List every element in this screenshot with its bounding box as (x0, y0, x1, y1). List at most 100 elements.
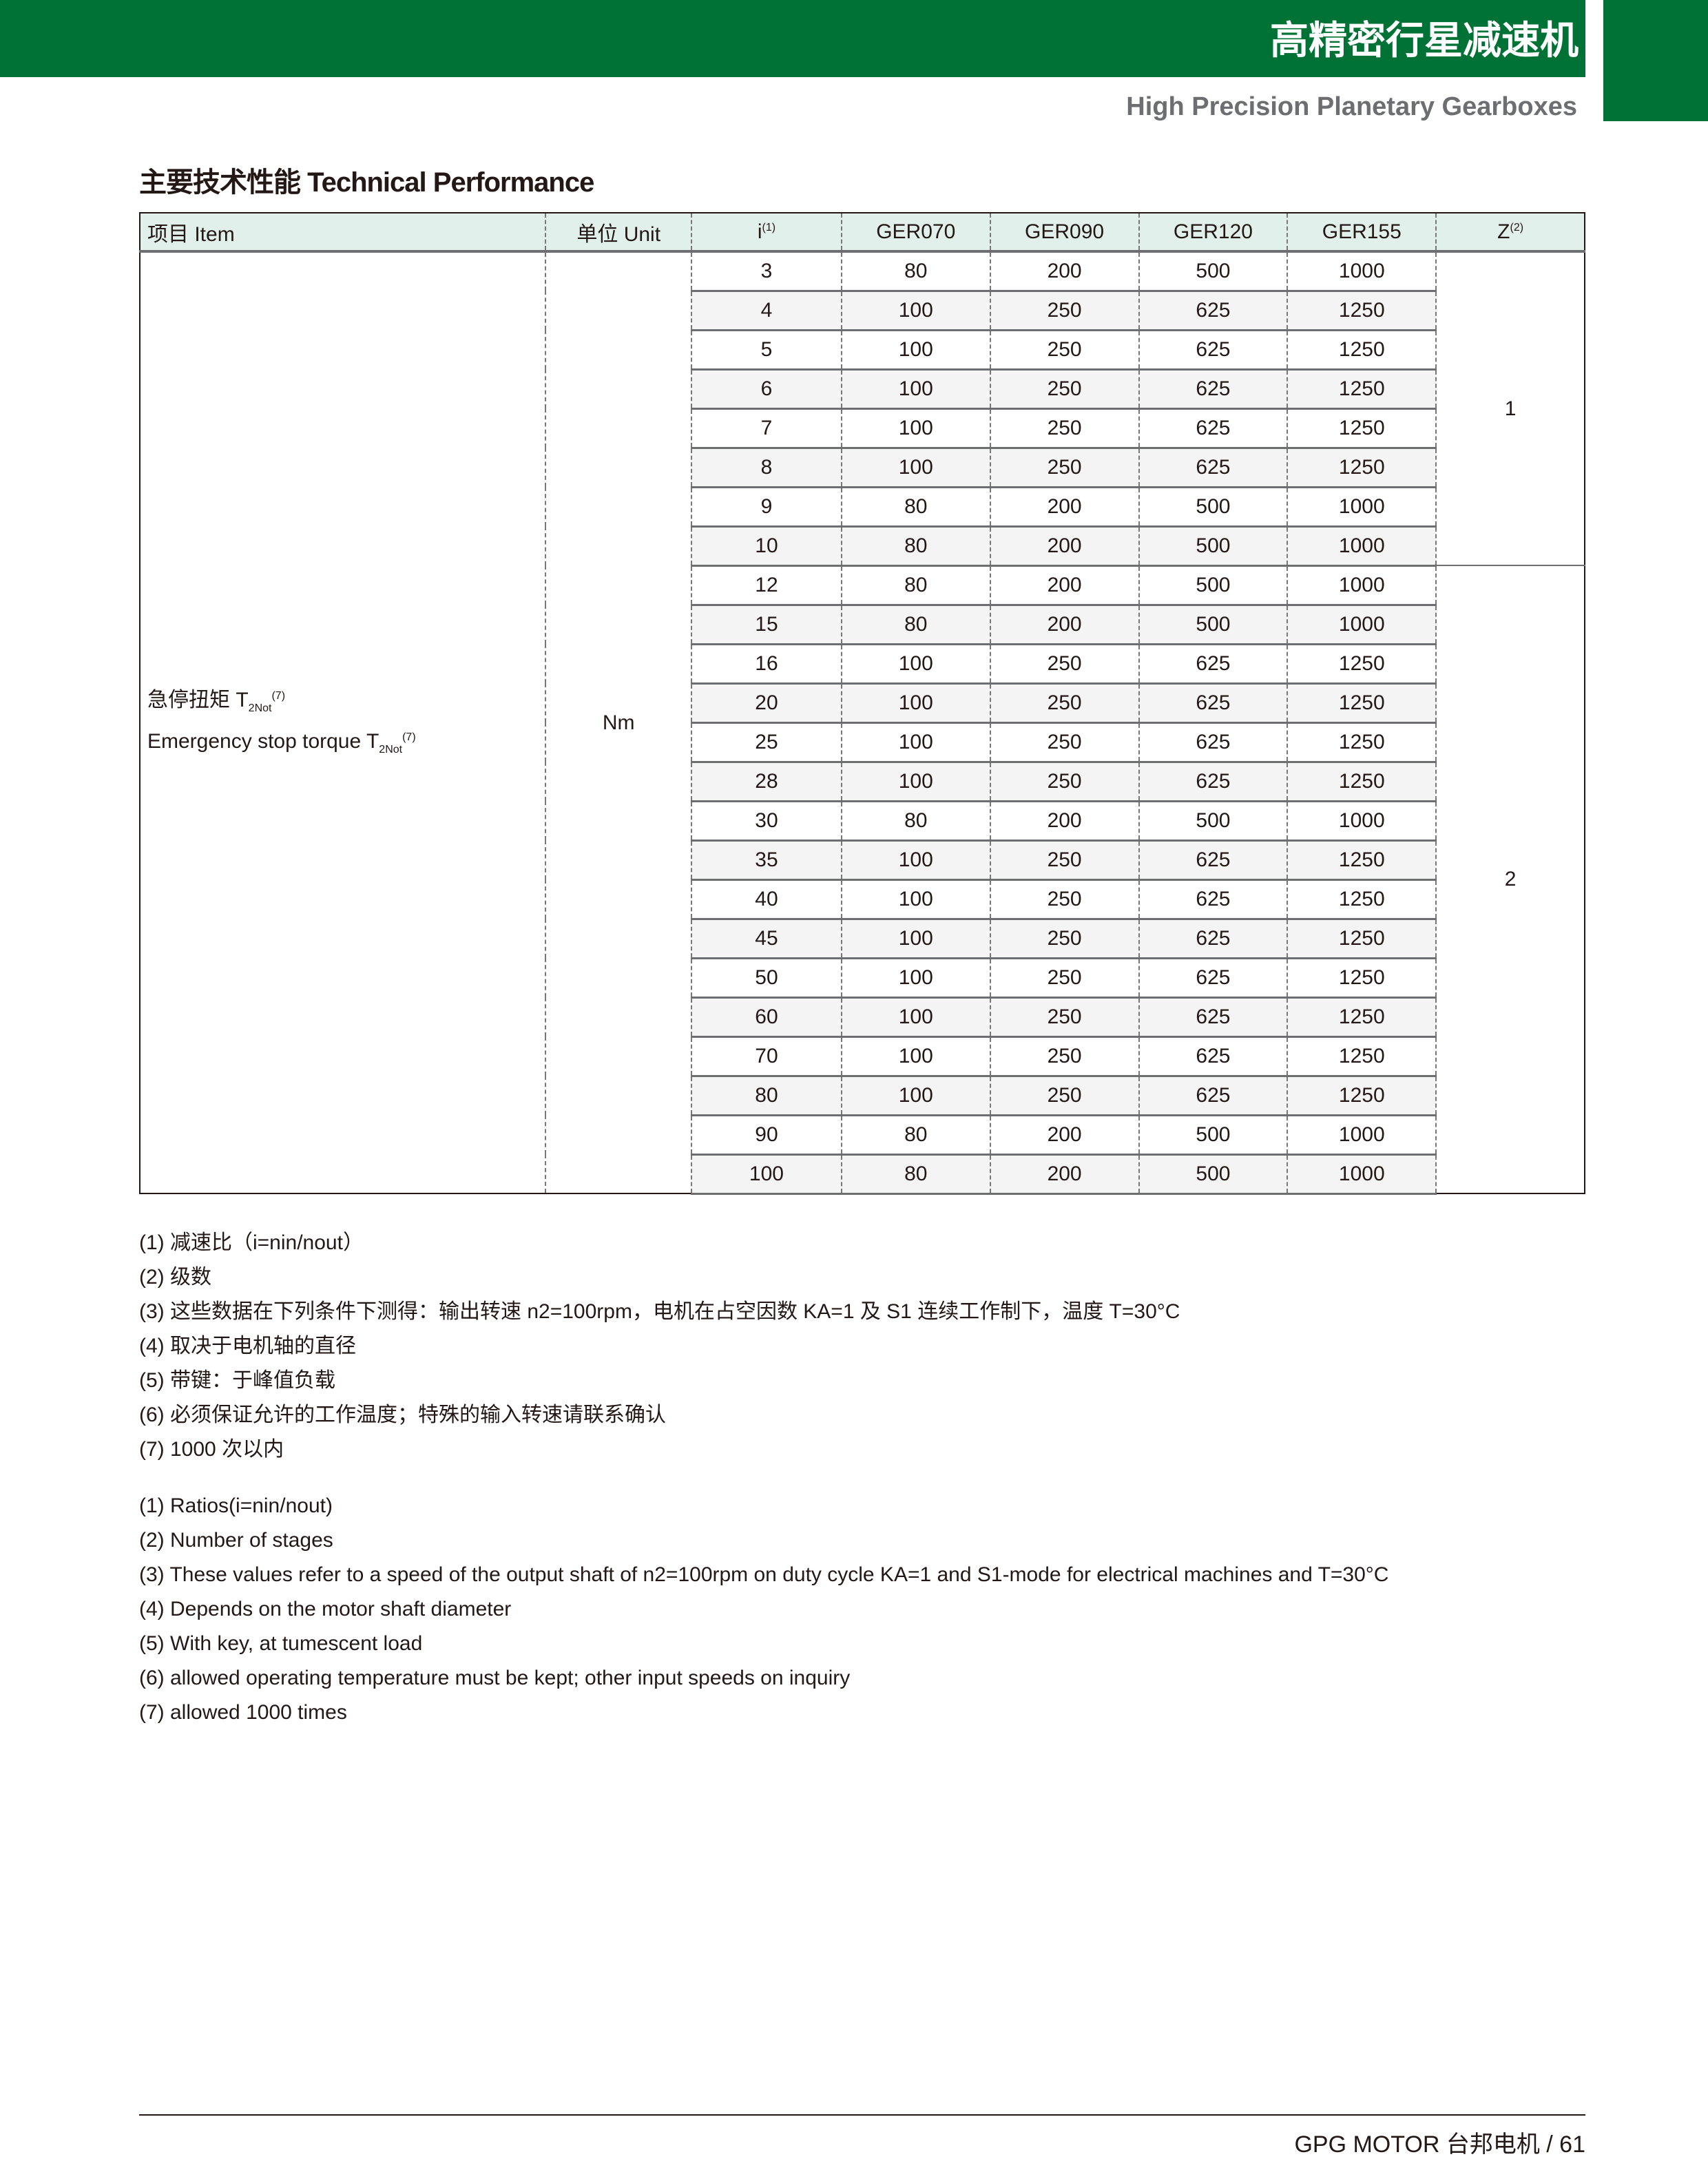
performance-table: 项目 Item 单位 Unit i(1) GER070 GER090 GER12… (139, 212, 1585, 1195)
torque-cell: 250 (989, 879, 1139, 920)
torque-cell: 625 (1138, 919, 1288, 959)
torque-cell: 100 (840, 762, 990, 802)
torque-cell: 625 (1138, 879, 1288, 920)
ratio-cell: 28 (691, 762, 842, 802)
torque-cell: 200 (989, 251, 1139, 292)
header-banner (0, 0, 1585, 77)
footnote-en: (1) Ratios(i=nin/nout) (139, 1494, 333, 1517)
table-row: 25 100 250 625 1250 (140, 722, 1585, 763)
ratio-cell: 4 (691, 291, 842, 331)
torque-cell: 100 (840, 683, 990, 724)
torque-cell: 100 (840, 369, 990, 410)
torque-cell: 625 (1138, 722, 1288, 763)
ratio-cell: 50 (691, 958, 842, 999)
torque-cell: 1250 (1287, 330, 1437, 371)
ratio-cell: 10 (691, 526, 842, 567)
table-row: 12 80 200 500 1000 2 (140, 565, 1585, 1193)
torque-cell: 250 (989, 958, 1139, 999)
torque-cell: 80 (840, 801, 990, 842)
stages-cell: 1 (1435, 251, 1585, 566)
torque-cell: 500 (1138, 605, 1288, 645)
torque-cell: 100 (840, 1036, 990, 1077)
torque-cell: 100 (840, 722, 990, 763)
table-row: 90 80 200 500 1000 (140, 1115, 1585, 1156)
torque-cell: 100 (840, 448, 990, 488)
torque-cell: 1000 (1287, 1154, 1437, 1195)
torque-cell: 250 (989, 369, 1139, 410)
header-ger120: GER120 (1138, 213, 1288, 253)
ratio-cell: 15 (691, 605, 842, 645)
torque-cell: 500 (1138, 526, 1288, 567)
footnote-en: (5) With key, at tumescent load (139, 1632, 423, 1655)
ratio-cell: 20 (691, 683, 842, 724)
footnote-cn: (2) 级数 (139, 1266, 211, 1289)
torque-cell: 250 (989, 919, 1139, 959)
table-row: 50 100 250 625 1250 (140, 958, 1585, 999)
footnote-en: (6) allowed operating temperature must b… (139, 1667, 851, 1689)
torque-cell: 200 (989, 526, 1139, 567)
torque-cell: 250 (989, 722, 1139, 763)
header-item: 项目 Item (140, 213, 546, 253)
ratio-cell: 9 (691, 487, 842, 528)
header-unit: 单位 Unit (545, 213, 692, 253)
torque-cell: 625 (1138, 1036, 1288, 1077)
ratio-cell: 40 (691, 879, 842, 920)
torque-cell: 80 (840, 251, 990, 292)
table-row: 急停扭矩 T2Not(7) Emergency stop torque T2Not… (140, 251, 1585, 1193)
torque-cell: 625 (1138, 369, 1288, 410)
torque-cell: 100 (840, 1076, 990, 1116)
header-ger070: GER070 (840, 213, 990, 253)
item-label-cn: 急停扭矩 T2Not(7) (147, 682, 545, 723)
torque-cell: 250 (989, 644, 1139, 685)
torque-cell: 1250 (1287, 683, 1437, 724)
torque-cell: 1250 (1287, 369, 1437, 410)
ratio-cell: 100 (691, 1154, 842, 1195)
torque-cell: 80 (840, 565, 990, 606)
torque-cell: 250 (989, 683, 1139, 724)
torque-cell: 100 (840, 919, 990, 959)
ratio-cell: 30 (691, 801, 842, 842)
ratio-cell: 70 (691, 1036, 842, 1077)
table-row: 16 100 250 625 1250 (140, 644, 1585, 685)
item-label-en: Emergency stop torque T2Not(7) (147, 723, 545, 764)
ratio-cell: 7 (691, 408, 842, 449)
torque-cell: 1250 (1287, 762, 1437, 802)
torque-cell: 250 (989, 330, 1139, 371)
torque-cell: 80 (840, 605, 990, 645)
table-row: 40 100 250 625 1250 (140, 879, 1585, 920)
torque-cell: 1000 (1287, 565, 1437, 606)
header-ger090: GER090 (989, 213, 1139, 253)
footnote-cn: (4) 取决于电机轴的直径 (139, 1335, 356, 1357)
page-title-cn: 高精密行星减速机 (1270, 19, 1579, 63)
ratio-cell: 80 (691, 1076, 842, 1116)
table-row: 9 80 200 500 1000 (140, 487, 1585, 528)
torque-cell: 1250 (1287, 448, 1437, 488)
torque-cell: 625 (1138, 958, 1288, 999)
torque-cell: 500 (1138, 1154, 1288, 1195)
stages-cell: 2 (1435, 565, 1585, 1193)
unit-cell: Nm (545, 251, 692, 1193)
ratio-cell: 60 (691, 997, 842, 1038)
footnote-en: (4) Depends on the motor shaft diameter (139, 1598, 512, 1620)
torque-cell: 100 (840, 840, 990, 881)
torque-cell: 500 (1138, 801, 1288, 842)
torque-cell: 250 (989, 408, 1139, 449)
table-row: 60 100 250 625 1250 (140, 997, 1585, 1038)
table-row: 35 100 250 625 1250 (140, 840, 1585, 881)
ratio-cell: 35 (691, 840, 842, 881)
footnote-cn: (6) 必须保证允许的工作温度；特殊的输入转速请联系确认 (139, 1404, 666, 1426)
torque-cell: 200 (989, 801, 1139, 842)
torque-cell: 1000 (1287, 605, 1437, 645)
table-row: 28 100 250 625 1250 (140, 762, 1585, 802)
torque-cell: 625 (1138, 997, 1288, 1038)
torque-cell: 1250 (1287, 644, 1437, 685)
torque-cell: 625 (1138, 683, 1288, 724)
table-row: 5 100 250 625 1250 (140, 330, 1585, 371)
table-row: 8 100 250 625 1250 (140, 448, 1585, 488)
torque-cell: 250 (989, 291, 1139, 331)
table-row: 15 80 200 500 1000 (140, 605, 1585, 645)
footer-text: GPG MOTOR 台邦电机 / 61 (1294, 2131, 1585, 2158)
ratio-cell: 25 (691, 722, 842, 763)
footnote-en: (2) Number of stages (139, 1529, 333, 1552)
torque-cell: 100 (840, 879, 990, 920)
